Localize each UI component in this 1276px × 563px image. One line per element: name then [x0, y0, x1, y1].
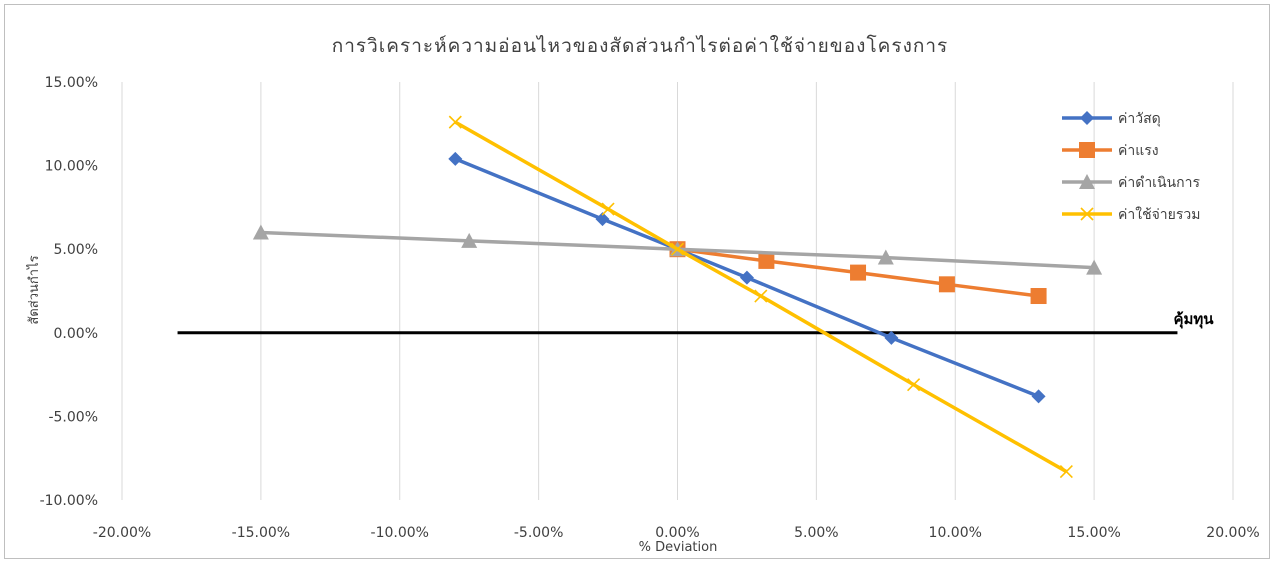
data-point [1086, 259, 1103, 275]
y-tick-label: 0.00% [54, 326, 98, 342]
legend-item: ค่าวัสดุ [1062, 111, 1161, 127]
data-point [850, 264, 867, 281]
legend-item: ค่าใช้จ่ายรวม [1062, 206, 1200, 223]
legend-label: ค่าวัสดุ [1118, 111, 1161, 127]
data-point [601, 202, 615, 216]
y-axis-label: สัดส่วนกำไร [26, 255, 42, 324]
data-point [1079, 174, 1095, 189]
x-tick-label: -5.00% [514, 525, 564, 541]
breakeven-label: คุ้มทุน [1173, 310, 1214, 329]
data-point [907, 378, 921, 392]
x-tick-label: -10.00% [371, 525, 429, 541]
data-point [739, 270, 754, 285]
legend-item: ค่าดำเนินการ [1062, 174, 1200, 191]
y-tick-label: -5.00% [48, 409, 98, 425]
legend-label: ค่าแรง [1118, 143, 1159, 159]
data-point [448, 115, 462, 129]
legend-label: ค่าดำเนินการ [1118, 175, 1200, 191]
x-tick-label: 20.00% [1206, 525, 1259, 541]
series [448, 115, 1073, 479]
x-tick-label: 5.00% [794, 525, 838, 541]
grid-lines [121, 82, 1234, 500]
data-point [758, 252, 775, 269]
x-axis-label: % Deviation [639, 540, 718, 555]
legend-item: ค่าแรง [1062, 142, 1159, 159]
y-tick-label: 15.00% [45, 75, 98, 91]
data-point [1031, 389, 1046, 404]
x-axis-ticks: -20.00% -15.00% -10.00% -5.00% 0.00% 5.00% 10.… [93, 525, 1260, 541]
data-point [670, 242, 685, 256]
data-point [1030, 288, 1047, 305]
chart-title: การวิเคราะห์ความอ่อนไหวของสัดส่วนกำไรต่อ… [332, 34, 948, 57]
data-point [252, 224, 269, 240]
x-tick-label: 10.00% [929, 525, 982, 541]
x-tick-label: 0.00% [655, 525, 699, 541]
series [448, 151, 1046, 404]
y-axis-ticks: 15.00% 10.00% 5.00% 0.00% -5.00% -10.00% [40, 75, 98, 509]
data-point [461, 232, 478, 248]
x-tick-label: -15.00% [232, 525, 290, 541]
data-point [938, 276, 955, 293]
legend-label: ค่าใช้จ่ายรวม [1118, 206, 1200, 223]
y-tick-label: -10.00% [40, 493, 98, 509]
data-point [1080, 207, 1094, 221]
data-point [1079, 142, 1095, 158]
data-point [877, 249, 894, 265]
series-line [454, 120, 1068, 474]
x-tick-label: 15.00% [1067, 525, 1120, 541]
data-point [448, 151, 463, 166]
y-tick-label: 5.00% [54, 242, 98, 258]
y-tick-label: 10.00% [45, 159, 98, 175]
data-point [884, 330, 899, 345]
data-point [754, 289, 768, 303]
data-point [1080, 111, 1094, 125]
x-tick-label: -20.00% [93, 525, 151, 541]
series-line [454, 157, 1040, 398]
series-group [252, 115, 1103, 479]
data-point [595, 212, 610, 227]
data-point [1059, 465, 1073, 479]
